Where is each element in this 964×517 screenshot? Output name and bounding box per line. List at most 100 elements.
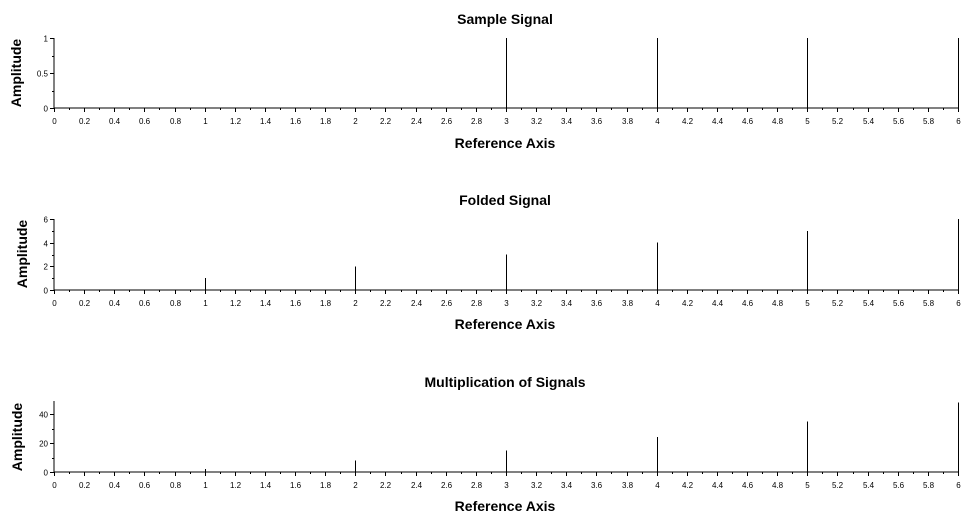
- x-tick-label: 2.4: [411, 117, 423, 126]
- x-tick-label: 3.4: [561, 299, 573, 308]
- x-tick-label: 0: [52, 481, 57, 490]
- x-tick-label: 0.2: [79, 481, 91, 490]
- x-tick-label: 6: [956, 481, 961, 490]
- y-axis-label: Amplitude: [9, 403, 25, 472]
- x-tick-label: 5: [805, 481, 810, 490]
- x-tick-label: 1.2: [230, 481, 242, 490]
- x-tick-label: 6: [956, 299, 961, 308]
- x-tick-label: 5.2: [832, 481, 844, 490]
- x-tick-label: 2.8: [471, 299, 483, 308]
- x-tick-label: 5.2: [832, 299, 844, 308]
- x-tick-label: 0.4: [109, 117, 121, 126]
- x-tick-label: 2.6: [441, 481, 453, 490]
- x-tick-label: 5.6: [893, 299, 905, 308]
- x-tick-label: 3.2: [531, 481, 543, 490]
- x-tick-label: 2: [353, 117, 358, 126]
- chart-title: Multiplication of Signals: [425, 374, 586, 390]
- x-tick-label: 1.2: [230, 117, 242, 126]
- x-tick-label: 3.8: [622, 481, 634, 490]
- x-tick-label: 4: [655, 299, 660, 308]
- y-tick-label: 0: [44, 287, 49, 296]
- subplot-sample-signal: Sample Signal Amplitude Reference Axis 0…: [8, 11, 961, 151]
- x-tick-label: 3: [504, 481, 509, 490]
- x-tick-label: 1.4: [260, 299, 272, 308]
- subplot-folded-signal: Folded Signal Amplitude Reference Axis 0…: [14, 192, 961, 332]
- x-tick-label: 1.8: [320, 117, 332, 126]
- x-tick-label: 5.4: [863, 117, 875, 126]
- plot-layer: 0 0.2 0.4 0.6 0.8 1 1.2 1.4 1.6 1.8 2 2.2 2.4 2.6 2.8 3…: [37, 35, 961, 127]
- x-tick-label: 2.2: [380, 299, 392, 308]
- x-tick-label: 0.2: [79, 299, 91, 308]
- x-tick-label: 2: [353, 299, 358, 308]
- x-tick-label: 0.8: [170, 299, 182, 308]
- x-tick-label: 2.4: [411, 299, 423, 308]
- x-tick-label: 2: [353, 481, 358, 490]
- x-tick-label: 2.8: [471, 481, 483, 490]
- x-tick-label: 5: [805, 117, 810, 126]
- x-tick-label: 4.2: [682, 299, 694, 308]
- y-tick-label: 40: [39, 411, 48, 420]
- x-tick-label: 4.8: [772, 117, 784, 126]
- x-tick-label: 4: [655, 117, 660, 126]
- x-tick-label: 3: [504, 299, 509, 308]
- x-tick-label: 1.4: [260, 117, 272, 126]
- x-tick-label: 3.4: [561, 117, 573, 126]
- x-tick-label: 1.8: [320, 481, 332, 490]
- x-tick-label: 3.8: [622, 117, 634, 126]
- x-tick-label: 3.6: [591, 299, 603, 308]
- x-tick-label: 4.4: [712, 117, 724, 126]
- x-tick-label: 4.2: [682, 481, 694, 490]
- x-tick-label: 5.8: [923, 117, 935, 126]
- x-tick-label: 1.8: [320, 299, 332, 308]
- x-tick-label: 1.6: [290, 481, 302, 490]
- x-tick-label: 3.2: [531, 117, 543, 126]
- x-axis-label: Reference Axis: [455, 135, 556, 151]
- x-tick-label: 1.2: [230, 299, 242, 308]
- x-tick-label: 0.8: [170, 481, 182, 490]
- chart-title: Folded Signal: [459, 192, 551, 208]
- y-tick-label: 4: [44, 240, 49, 249]
- x-tick-label: 0.8: [170, 117, 182, 126]
- y-tick-label: 1: [44, 35, 49, 44]
- x-tick-label: 5.6: [893, 481, 905, 490]
- plot-layer: 0 0.2 0.4 0.6 0.8 1 1.2 1.4 1.6 1.8 2 2.2 2.4 2.6 2.8 3…: [44, 216, 962, 309]
- x-tick-label: 0.4: [109, 299, 121, 308]
- y-tick-label: 0.5: [37, 70, 49, 79]
- x-tick-label: 2.6: [441, 299, 453, 308]
- x-tick-label: 0.6: [139, 481, 151, 490]
- x-tick-label: 4.6: [742, 299, 754, 308]
- chart-title: Sample Signal: [457, 11, 553, 27]
- x-axis-label: Reference Axis: [455, 316, 556, 332]
- y-tick-label: 6: [44, 216, 49, 225]
- x-tick-label: 3: [504, 117, 509, 126]
- x-axis-label: Reference Axis: [455, 498, 556, 514]
- x-tick-label: 5.4: [863, 299, 875, 308]
- y-tick-label: 0: [44, 469, 49, 478]
- x-tick-label: 1.4: [260, 481, 272, 490]
- x-tick-label: 4: [655, 481, 660, 490]
- x-tick-label: 4.8: [772, 299, 784, 308]
- x-tick-label: 2.2: [380, 481, 392, 490]
- x-tick-label: 0.2: [79, 117, 91, 126]
- y-axis-label: Amplitude: [8, 39, 24, 108]
- x-tick-label: 4.4: [712, 299, 724, 308]
- plot-layer: 0 0.2 0.4 0.6 0.8 1 1.2 1.4 1.6 1.8 2 2.2 2.4 2.6 2.8 3…: [39, 401, 961, 490]
- x-tick-label: 5.2: [832, 117, 844, 126]
- subplot-multiplication-of-signals: Multiplication of Signals Amplitude Refe…: [9, 374, 961, 514]
- x-tick-label: 6: [956, 117, 961, 126]
- x-tick-label: 3.4: [561, 481, 573, 490]
- x-tick-label: 1.6: [290, 117, 302, 126]
- x-tick-label: 4.6: [742, 117, 754, 126]
- x-tick-label: 3.6: [591, 117, 603, 126]
- x-tick-label: 5.4: [863, 481, 875, 490]
- x-tick-label: 1: [203, 299, 208, 308]
- x-tick-label: 1: [203, 481, 208, 490]
- y-tick-label: 20: [39, 440, 48, 449]
- x-tick-label: 5.8: [923, 481, 935, 490]
- x-tick-label: 0.6: [139, 299, 151, 308]
- x-tick-label: 4.8: [772, 481, 784, 490]
- x-tick-label: 0.4: [109, 481, 121, 490]
- x-tick-label: 5.6: [893, 117, 905, 126]
